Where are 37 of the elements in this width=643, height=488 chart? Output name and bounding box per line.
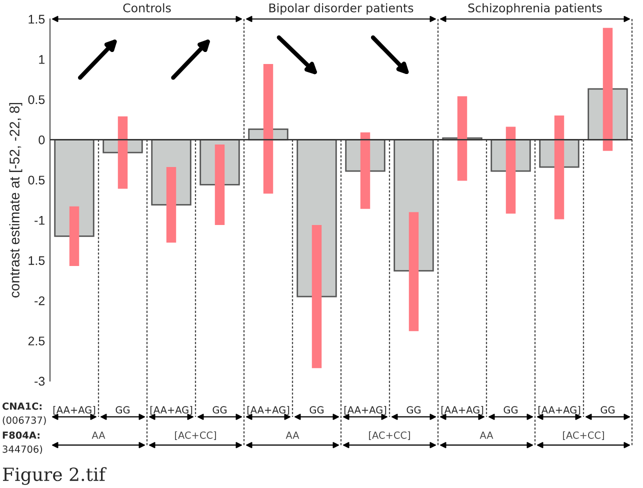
text: AA: [92, 432, 106, 439]
text: CNA1C:: [2, 402, 42, 410]
text: [AC+CC]: [563, 431, 604, 440]
x-tick-label: [AA+AG]: [441, 406, 484, 415]
text: Bipolar disorder patients: [269, 3, 414, 15]
y-tick-label: -3: [34, 376, 45, 386]
x-tick-label: [AA+AG]: [344, 406, 386, 415]
text: AA: [480, 432, 494, 439]
y-tick-label: 0.5: [28, 95, 45, 104]
y-tick-label: 1: [39, 55, 45, 64]
x-tick-label: GG: [116, 406, 130, 414]
x-tick-label: GG: [600, 406, 614, 414]
text: AA: [286, 432, 300, 439]
x-tick-label: GG: [406, 406, 420, 414]
y-tick-label: 0.5: [28, 176, 45, 185]
x-tick-label: GG: [310, 406, 324, 414]
x-tick-label: GG: [504, 406, 518, 414]
y-tick-label: 2.5: [28, 336, 45, 346]
text: (006737): [2, 416, 46, 425]
y-tick-label: -2: [34, 296, 45, 306]
text: Controls: [123, 3, 171, 12]
y-tick-label: -1: [34, 216, 45, 225]
x-tick-label: GG: [212, 406, 226, 414]
text: Schizophrenia patients: [468, 3, 602, 15]
x-tick-label: [AA+AG]: [53, 406, 96, 415]
text: [AC+CC]: [369, 431, 410, 440]
x-tick-label: [AA+AG]: [247, 406, 290, 415]
x-tick-label: [AA+AG]: [538, 406, 580, 415]
text: F804A:: [2, 431, 40, 439]
y-tick-label: 1.5: [28, 256, 45, 265]
y-tick-label: 1.5: [28, 14, 45, 24]
text: [AC+CC]: [175, 431, 216, 440]
y-axis-title: contrast estimate at [-52, -22, 8]: [9, 102, 22, 298]
x-tick-label: [AA+AG]: [150, 406, 192, 415]
text: 344706): [2, 445, 42, 454]
caption: Figure 2.tif: [2, 467, 107, 485]
y-tick-label: 0: [38, 135, 45, 144]
